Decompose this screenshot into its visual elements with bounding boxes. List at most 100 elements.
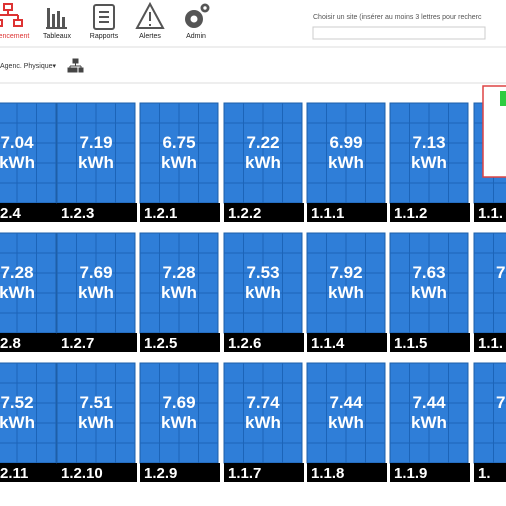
icon-referencement[interactable] (0, 3, 23, 27)
panel-label-bar (390, 333, 470, 352)
panel-unit: kWh (245, 413, 281, 432)
panel-unit: kWh (78, 283, 114, 302)
panel-id: 1.1. (478, 335, 503, 352)
panel-unit: kWh (161, 413, 197, 432)
panel-id: 1.2.1 (144, 205, 177, 222)
panel-id: 1. (478, 465, 491, 482)
panel-value: 7.19 (79, 133, 112, 152)
panel-value: 7.52 (0, 393, 33, 412)
panel-grid: 7.04kWh2.47.19kWh1.2.36.75kWh1.2.17.22kW… (0, 102, 506, 482)
panel-label-bar (57, 203, 137, 222)
filter-dropdown[interactable]: Agenc. Physique▾ (0, 63, 57, 70)
panel-id: 1.1.7 (228, 465, 261, 482)
panel-id: 1.2.10 (61, 465, 103, 482)
panel-unit: kWh (245, 153, 281, 172)
panel-id: 2.8 (0, 335, 21, 352)
panel-label-bar (474, 203, 506, 222)
search-input[interactable] (312, 26, 486, 40)
panel-value: 6.99 (329, 133, 362, 152)
panel-body (473, 362, 506, 464)
panel-unit: kWh (78, 413, 114, 432)
panel-label-bar (307, 463, 387, 482)
panel-value: 7.63 (412, 263, 445, 282)
panel-label-bar (307, 203, 387, 222)
icon-alertes[interactable] (135, 1, 165, 29)
panel-label-bar (474, 333, 506, 352)
panel-label-bar (57, 463, 137, 482)
panel-id: 2.11 (0, 465, 28, 482)
panel-unit: kWh (0, 153, 35, 172)
solar-panel[interactable]: 7 1. (473, 362, 506, 482)
panel-id: 1.1.5 (394, 335, 427, 352)
panel-unit: kWh (411, 413, 447, 432)
panel-value: 7 (496, 393, 505, 412)
panel-id: 1.2.7 (61, 335, 94, 352)
panel-value: 7.28 (162, 263, 195, 282)
panel-unit: kWh (0, 413, 35, 432)
panel-id: 1.2.2 (228, 205, 261, 222)
toolbar-label[interactable]: Rapports (90, 33, 119, 40)
panel-value: 7.22 (246, 133, 279, 152)
panel-id: 1.1. (478, 205, 503, 222)
panel-value: 7.69 (79, 263, 112, 282)
panel-body (473, 232, 506, 334)
panel-value: 7.69 (162, 393, 195, 412)
panel-unit: kWh (0, 283, 35, 302)
panel-label-bar (57, 333, 137, 352)
toolbar-label[interactable]: encement (0, 33, 29, 40)
panel-unit: kWh (161, 153, 197, 172)
panel-value: 7.04 (0, 133, 34, 152)
icon-hierarchy[interactable] (67, 58, 84, 73)
toolbar-label[interactable]: Tableaux (43, 33, 72, 40)
icon-rapports[interactable] (93, 4, 115, 30)
panel-label-bar (140, 203, 220, 222)
panel-value: 7.28 (0, 263, 33, 282)
solar-panel[interactable]: 7 1.1. (473, 232, 506, 352)
toolbar-label[interactable]: Alertes (139, 33, 161, 40)
panel-unit: kWh (328, 283, 364, 302)
panel-value: 7 (496, 263, 505, 282)
toolbar-label[interactable]: Admin (186, 33, 206, 40)
icon-tableaux[interactable] (46, 8, 67, 29)
panel-value: 7.13 (412, 133, 445, 152)
search-label: Choisir un site (insérer au moins 3 lett… (313, 14, 482, 21)
panel-id: 1.2.5 (144, 335, 177, 352)
panel-value: 7.92 (329, 263, 362, 282)
panel-label-bar (224, 333, 304, 352)
panel-unit: kWh (78, 153, 114, 172)
panel-label-bar (140, 463, 220, 482)
panel-label-bar (307, 333, 387, 352)
panel-value: 6.75 (162, 133, 195, 152)
icon-admin[interactable] (185, 3, 210, 29)
panel-label-bar (390, 203, 470, 222)
panel-id: 1.1.4 (311, 335, 345, 352)
panel-id: 1.1.9 (394, 465, 427, 482)
panel-value: 7.51 (79, 393, 112, 412)
panel-label-bar (0, 203, 58, 222)
panel-value: 7.53 (246, 263, 279, 282)
panel-unit: kWh (411, 283, 447, 302)
panel-id: 1.2.9 (144, 465, 177, 482)
panel-label-bar (0, 333, 58, 352)
panel-unit: kWh (161, 283, 197, 302)
panel-value: 7.44 (412, 393, 446, 412)
